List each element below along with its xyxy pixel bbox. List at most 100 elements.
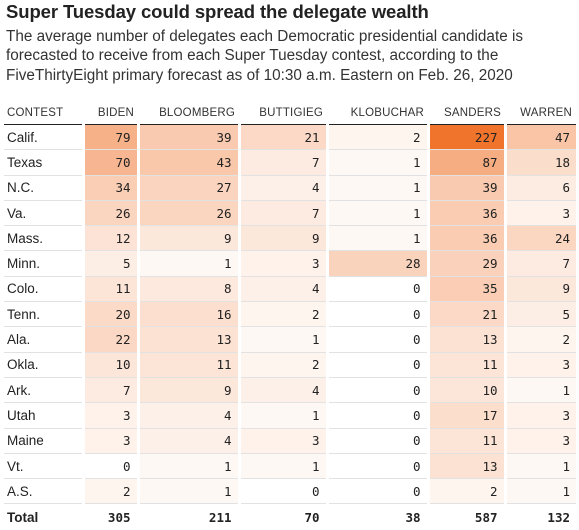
cell-buttigieg: 7	[239, 200, 327, 225]
cell-buttigieg: 1	[239, 453, 327, 478]
cell-bloomberg: 8	[138, 276, 239, 301]
contest-label: N.C.	[4, 175, 83, 200]
cell-buttigieg: 1	[239, 403, 327, 428]
cell-bloomberg: 11	[138, 352, 239, 377]
cell-buttigieg: 4	[239, 377, 327, 402]
contest-label: Okla.	[4, 352, 83, 377]
cell-biden: 7	[83, 377, 138, 402]
cell-biden: 22	[83, 327, 138, 352]
contest-label: Mass.	[4, 226, 83, 251]
column-header-sanders: SANDERS	[428, 102, 505, 125]
total-warren: 132	[505, 504, 576, 530]
contest-label: Ark.	[4, 377, 83, 402]
cell-warren: 9	[505, 276, 576, 301]
cell-klobuchar: 0	[327, 352, 428, 377]
cell-warren: 3	[505, 403, 576, 428]
chart-title: Super Tuesday could spread the delegate …	[6, 1, 429, 23]
contest-label: Texas	[4, 150, 83, 175]
cell-warren: 6	[505, 175, 576, 200]
cell-bloomberg: 39	[138, 125, 239, 150]
cell-bloomberg: 26	[138, 200, 239, 225]
cell-biden: 3	[83, 428, 138, 453]
cell-klobuchar: 1	[327, 150, 428, 175]
cell-buttigieg: 0	[239, 479, 327, 504]
column-header-warren: WARREN	[505, 102, 576, 125]
cell-buttigieg: 7	[239, 150, 327, 175]
contest-label: Tenn.	[4, 302, 83, 327]
cell-biden: 0	[83, 453, 138, 478]
contest-label: Ala.	[4, 327, 83, 352]
cell-sanders: 35	[428, 276, 505, 301]
cell-buttigieg: 4	[239, 175, 327, 200]
contest-label: Minn.	[4, 251, 83, 276]
cell-biden: 20	[83, 302, 138, 327]
cell-biden: 26	[83, 200, 138, 225]
contest-label: Vt.	[4, 453, 83, 478]
cell-biden: 11	[83, 276, 138, 301]
cell-buttigieg: 3	[239, 251, 327, 276]
cell-biden: 12	[83, 226, 138, 251]
cell-biden: 10	[83, 352, 138, 377]
contest-label: Maine	[4, 428, 83, 453]
cell-bloomberg: 4	[138, 428, 239, 453]
column-header-bloomberg: BLOOMBERG	[138, 102, 239, 125]
cell-sanders: 10	[428, 377, 505, 402]
cell-bloomberg: 9	[138, 377, 239, 402]
cell-buttigieg: 21	[239, 125, 327, 150]
cell-klobuchar: 1	[327, 226, 428, 251]
contest-label: A.S.	[4, 479, 83, 504]
column-header-klobuchar: KLOBUCHAR	[327, 102, 428, 125]
cell-warren: 2	[505, 327, 576, 352]
total-bloomberg: 211	[138, 504, 239, 530]
cell-sanders: 13	[428, 453, 505, 478]
cell-bloomberg: 9	[138, 226, 239, 251]
cell-sanders: 13	[428, 327, 505, 352]
column-header-biden: BIDEN	[83, 102, 138, 125]
cell-sanders: 11	[428, 428, 505, 453]
chart-subtitle: The average number of delegates each Dem…	[6, 27, 576, 85]
cell-biden: 3	[83, 403, 138, 428]
total-label: Total	[4, 504, 83, 530]
cell-buttigieg: 3	[239, 428, 327, 453]
total-biden: 305	[83, 504, 138, 530]
cell-buttigieg: 2	[239, 302, 327, 327]
cell-sanders: 36	[428, 200, 505, 225]
cell-sanders: 29	[428, 251, 505, 276]
cell-klobuchar: 1	[327, 175, 428, 200]
cell-bloomberg: 1	[138, 479, 239, 504]
cell-warren: 18	[505, 150, 576, 175]
cell-sanders: 11	[428, 352, 505, 377]
cell-klobuchar: 0	[327, 302, 428, 327]
cell-warren: 47	[505, 125, 576, 150]
cell-klobuchar: 0	[327, 479, 428, 504]
cell-klobuchar: 0	[327, 453, 428, 478]
cell-bloomberg: 16	[138, 302, 239, 327]
cell-klobuchar: 1	[327, 200, 428, 225]
cell-klobuchar: 2	[327, 125, 428, 150]
cell-sanders: 39	[428, 175, 505, 200]
cell-klobuchar: 0	[327, 327, 428, 352]
total-buttigieg: 70	[239, 504, 327, 530]
cell-klobuchar: 28	[327, 251, 428, 276]
cell-klobuchar: 0	[327, 403, 428, 428]
cell-warren: 1	[505, 479, 576, 504]
cell-bloomberg: 13	[138, 327, 239, 352]
cell-buttigieg: 1	[239, 327, 327, 352]
cell-buttigieg: 2	[239, 352, 327, 377]
cell-buttigieg: 9	[239, 226, 327, 251]
cell-warren: 5	[505, 302, 576, 327]
cell-biden: 79	[83, 125, 138, 150]
cell-klobuchar: 0	[327, 276, 428, 301]
cell-sanders: 227	[428, 125, 505, 150]
contest-label: Utah	[4, 403, 83, 428]
